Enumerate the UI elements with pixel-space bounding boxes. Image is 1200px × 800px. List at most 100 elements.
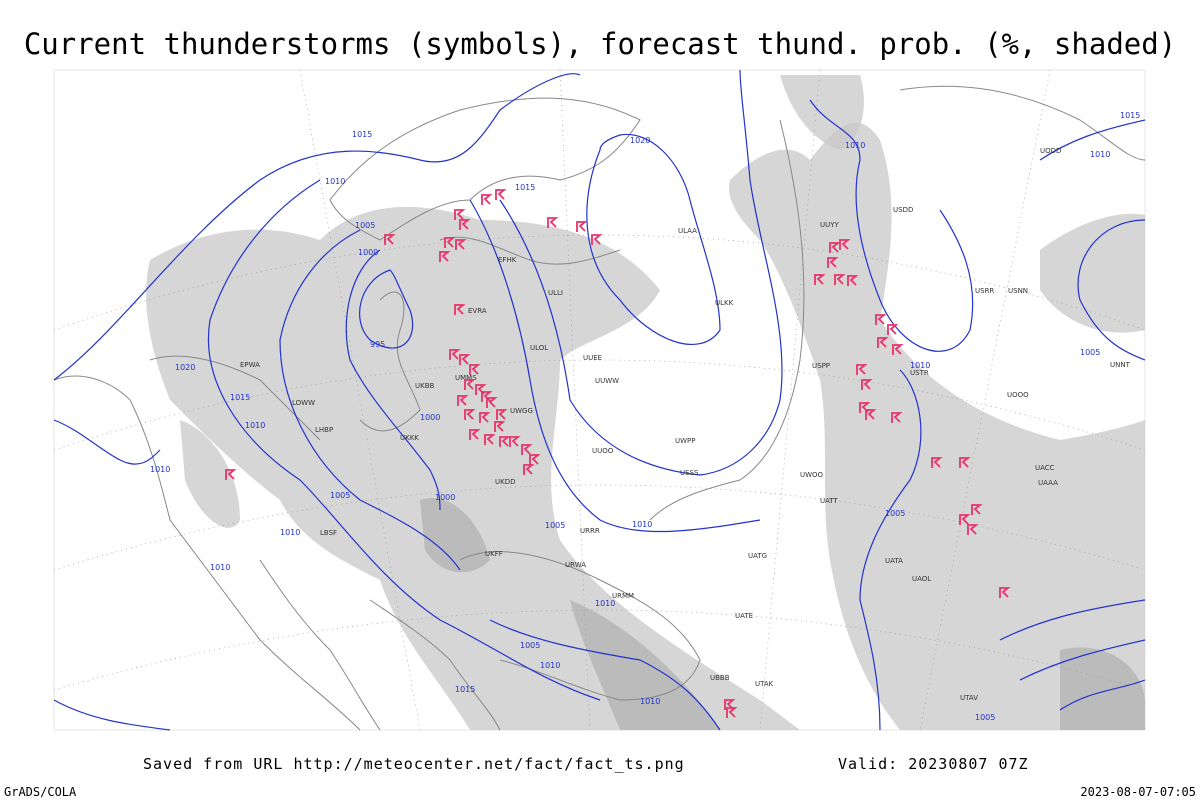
station-label: UWPP <box>675 437 696 445</box>
prob-shade <box>729 122 1145 731</box>
station-label: UWOO <box>800 471 824 479</box>
thunderstorm-symbol <box>591 234 603 245</box>
thunderstorm-symbol <box>529 454 541 465</box>
thunderstorm-symbol <box>469 364 481 375</box>
station-label: UATG <box>748 552 767 560</box>
thunderstorm-symbol <box>839 239 851 250</box>
isobar-labels: 1015 1010 1005 1000 995 1020 1015 1010 1000 1000 1… <box>150 111 1140 722</box>
thunderstorm-symbol <box>875 314 887 325</box>
thunderstorm-symbol <box>484 434 496 445</box>
station-label: UWGG <box>510 407 533 415</box>
thunderstorm-symbol <box>971 504 983 515</box>
thunderstorm-symbol <box>859 402 871 413</box>
thunderstorm-symbol <box>459 354 471 365</box>
isobar-label: 1015 <box>1120 111 1140 120</box>
thunderstorm-symbol <box>834 274 846 285</box>
thunderstorm-symbol <box>469 429 481 440</box>
thunderstorm-symbol <box>454 209 466 220</box>
valid-time: Valid: 20230807 07Z <box>838 755 1029 773</box>
title: Current thunderstorms (symbols), forecas… <box>24 27 1176 61</box>
isobar-label: 1010 <box>640 697 660 706</box>
thunderstorm-symbol <box>457 395 469 406</box>
isobar-label: 1000 <box>420 413 440 422</box>
station-label: USTR <box>910 369 929 377</box>
stations: ULLI ULAA EFHK EVRA ULOL UMMS UKKK UKBB UUEE UUWW… <box>240 147 1131 702</box>
station-label: UKFF <box>485 550 503 558</box>
station-label: UKDD <box>495 478 516 486</box>
station-label: UAOL <box>912 575 931 583</box>
station-label: URWA <box>565 561 586 569</box>
isobar-label: 1010 <box>210 563 230 572</box>
station-label: UKKK <box>400 434 419 442</box>
isobar-label: 1020 <box>630 136 650 145</box>
isobar-label: 1000 <box>435 493 455 502</box>
station-label: USPP <box>812 362 830 370</box>
thunderstorm-symbol <box>523 464 535 475</box>
thunderstorm-symbol <box>959 514 971 525</box>
isobar-label: 1005 <box>355 221 375 230</box>
isobar-label: 1010 <box>632 520 652 529</box>
thunderstorm-symbol <box>726 707 738 718</box>
prob-shade <box>780 75 864 150</box>
isobar-label: 1020 <box>175 363 195 372</box>
thunderstorm-symbol <box>479 412 491 423</box>
map: ULLI ULAA EFHK EVRA ULOL UMMS UKKK UKBB UUEE UUWW… <box>53 69 1146 731</box>
thunderstorm-symbol <box>865 409 877 420</box>
thunderstorm-symbol <box>499 436 511 447</box>
credit: GrADS/COLA <box>4 785 77 799</box>
isobar-label: 995 <box>370 340 385 349</box>
thunderstorm-symbol <box>444 237 456 248</box>
station-label: EVRA <box>468 307 487 315</box>
station-label: UUEE <box>583 354 602 362</box>
station-label: LOWW <box>292 399 315 407</box>
thunderstorm-symbol <box>829 242 841 253</box>
thunderstorm-symbol <box>455 239 467 250</box>
thunderstorm-symbol <box>454 304 466 315</box>
isobar-label: 1010 <box>245 421 265 430</box>
prob-shade <box>146 206 800 730</box>
thunderstorm-symbol <box>459 219 471 230</box>
isobar-label: 1010 <box>280 528 300 537</box>
station-label: URRR <box>580 527 600 535</box>
isobar-label: 1010 <box>845 141 865 150</box>
graticule <box>53 69 1146 731</box>
thunderstorm-symbol <box>475 384 487 395</box>
station-label: LHBP <box>315 426 333 434</box>
station-label: USSS <box>680 469 699 477</box>
thunderstorm-symbol <box>464 409 476 420</box>
prob-shade <box>570 600 720 730</box>
thunderstorm-symbol <box>959 457 971 468</box>
thunderstorm-symbol <box>892 344 904 355</box>
station-label: UATA <box>885 557 903 565</box>
station-label: UOOO <box>1007 391 1029 399</box>
thunderstorm-symbol <box>225 469 237 480</box>
thunderstorm-symbol <box>999 587 1011 598</box>
isobar-label: 1005 <box>520 641 540 650</box>
thunderstorm-symbol <box>547 217 559 228</box>
station-label: UUOO <box>592 447 614 455</box>
isobar-label: 1010 <box>1090 150 1110 159</box>
station-label: USNN <box>1008 287 1028 295</box>
thunderstorm-symbol <box>931 457 943 468</box>
station-label: UTAV <box>960 694 978 702</box>
thunderstorm-symbol <box>439 251 451 262</box>
isobar-label: 1005 <box>885 509 905 518</box>
thunderstorm-symbol <box>861 379 873 390</box>
isobar-label: 1005 <box>545 521 565 530</box>
thunderstorm-symbol <box>464 379 476 390</box>
isobar-label: 1015 <box>352 130 372 139</box>
thunderstorm-symbol <box>481 194 493 205</box>
station-label: UACC <box>1035 464 1055 472</box>
thunderstorm-symbol <box>494 421 506 432</box>
thunderstorm-symbol <box>847 275 859 286</box>
station-label: EFHK <box>498 256 517 264</box>
station-label: USDD <box>893 206 913 214</box>
station-label: ULOL <box>530 344 548 352</box>
isobar-label: 1015 <box>230 393 250 402</box>
shading <box>146 75 1145 731</box>
thunderstorm-symbol <box>724 699 736 710</box>
isobar-label: 1005 <box>975 713 995 722</box>
station-label: UMMS <box>455 374 477 382</box>
thunderstorm-symbol <box>827 257 839 268</box>
thunderstorm-symbol <box>449 349 461 360</box>
